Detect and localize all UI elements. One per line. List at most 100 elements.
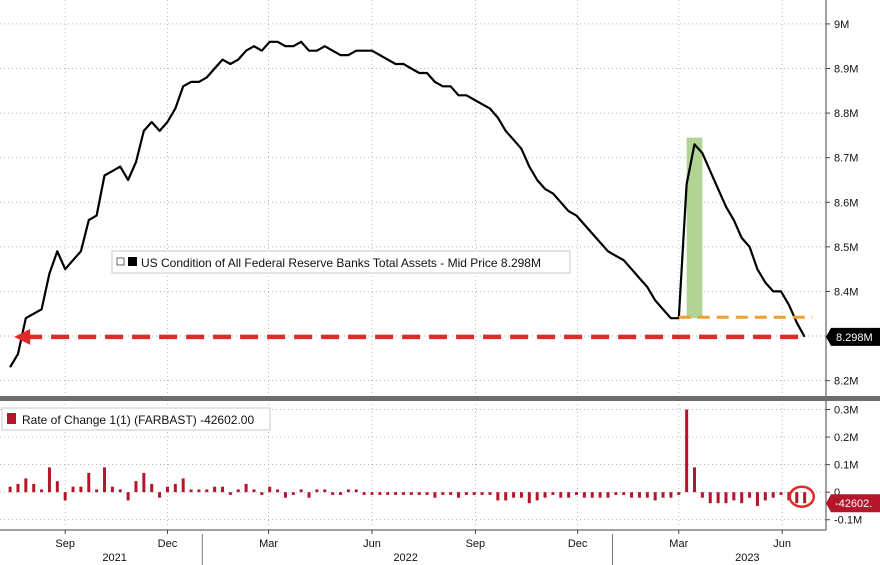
roc-bar <box>291 492 295 495</box>
roc-bar <box>559 492 563 498</box>
roc-bar <box>606 492 610 498</box>
lower-legend-swatch <box>7 413 16 424</box>
roc-bar <box>433 492 437 498</box>
x-tick-label: Jun <box>363 538 381 550</box>
y-tick-label: 8.8M <box>834 108 858 120</box>
roc-bar <box>755 492 759 506</box>
roc-bar <box>55 481 59 493</box>
roc-bar <box>63 492 67 501</box>
roc-bar <box>693 467 697 493</box>
roc-bar <box>307 492 311 498</box>
lower-legend-label: Rate of Change 1(1) (FARBAST) -42602.00 <box>22 413 254 427</box>
year-label: 2023 <box>735 552 759 564</box>
upper-legend-swatch <box>128 257 137 266</box>
roc-bar <box>205 489 209 493</box>
roc-bar <box>409 492 413 495</box>
roc-bar <box>488 492 492 495</box>
roc-bar <box>378 492 382 495</box>
highlight-layer <box>686 137 703 319</box>
roc-bar <box>173 483 177 493</box>
roc-bar <box>346 489 350 493</box>
year-label: 2021 <box>102 552 126 564</box>
roc-bar <box>582 492 586 498</box>
roc-bar <box>118 489 122 493</box>
roc-bar <box>315 489 319 493</box>
x-tick-label: Jun <box>773 538 791 550</box>
roc-bar <box>79 486 83 493</box>
roc-bar <box>748 492 752 498</box>
y-tick-label: -0.1M <box>834 515 862 527</box>
upper-legend-toggle-icon[interactable] <box>116 257 125 266</box>
roc-bar <box>236 489 240 493</box>
roc-bar <box>716 492 720 504</box>
price-line <box>9 40 806 368</box>
roc-bar <box>331 492 335 495</box>
roc-bar <box>228 492 232 495</box>
roc-bar <box>401 492 405 495</box>
roc-bar <box>779 492 783 495</box>
y-tick-label: 8.9M <box>834 64 858 76</box>
year-label: 2022 <box>393 552 417 564</box>
roc-bar <box>165 486 169 493</box>
roc-bar <box>795 492 799 504</box>
roc-bar <box>653 492 657 501</box>
roc-bar <box>637 492 641 498</box>
y-tick-label: 9M <box>834 19 849 31</box>
roc-bar <box>645 492 649 498</box>
roc-bar <box>700 492 704 498</box>
roc-bar <box>519 492 523 498</box>
last-bar-label: -42602. <box>835 498 872 510</box>
roc-bar <box>362 492 366 495</box>
roc-bar <box>142 472 146 493</box>
roc-bar <box>543 492 547 498</box>
roc-bar <box>87 472 91 493</box>
x-tick-label: Mar <box>669 538 688 550</box>
last-bar-circle <box>788 485 816 508</box>
pane-separator <box>0 396 880 401</box>
roc-bar <box>386 492 390 495</box>
y-tick-label: 8.7M <box>834 153 858 165</box>
roc-bar <box>181 478 185 493</box>
roc-bar <box>803 492 807 504</box>
roc-bar <box>370 492 374 495</box>
roc-bar <box>771 492 775 498</box>
y-tick-label: 0.2M <box>834 432 858 444</box>
annotation-layer <box>14 315 816 508</box>
lower-legend: Rate of Change 1(1) (FARBAST) -42602.00 <box>1 407 271 431</box>
roc-bar <box>417 492 421 495</box>
roc-bar <box>598 492 602 498</box>
roc-bar <box>496 492 500 501</box>
x-tick-label: Mar <box>259 538 278 550</box>
roc-bar <box>339 492 343 495</box>
y-tick-label: 8.6M <box>834 197 858 209</box>
lower-legend-box <box>1 407 271 431</box>
x-tick-label: Dec <box>568 538 588 550</box>
roc-bar <box>134 481 138 493</box>
roc-bar <box>480 492 484 495</box>
roc-bar <box>283 492 287 498</box>
roc-bar <box>299 489 303 493</box>
roc-bar <box>40 489 44 493</box>
roc-bar <box>614 492 618 495</box>
roc-bar <box>32 483 36 493</box>
roc-bar <box>425 492 429 495</box>
roc-bar <box>354 489 358 493</box>
roc-bar <box>394 492 398 495</box>
roc-bar <box>47 467 51 493</box>
roc-bar <box>677 492 681 495</box>
roc-bar <box>276 489 280 493</box>
roc-bar <box>323 489 327 493</box>
roc-bar <box>551 492 555 495</box>
roc-bar <box>221 486 225 493</box>
roc-bar <box>24 478 28 493</box>
roc-bar <box>441 492 445 495</box>
roc-bar <box>732 492 736 501</box>
roc-bar <box>244 483 248 493</box>
y-tick-label: 0.1M <box>834 460 858 472</box>
roc-bar <box>535 492 539 501</box>
roc-bar <box>197 489 201 493</box>
roc-bar <box>763 492 767 501</box>
y-tick-label: 8.4M <box>834 286 858 298</box>
